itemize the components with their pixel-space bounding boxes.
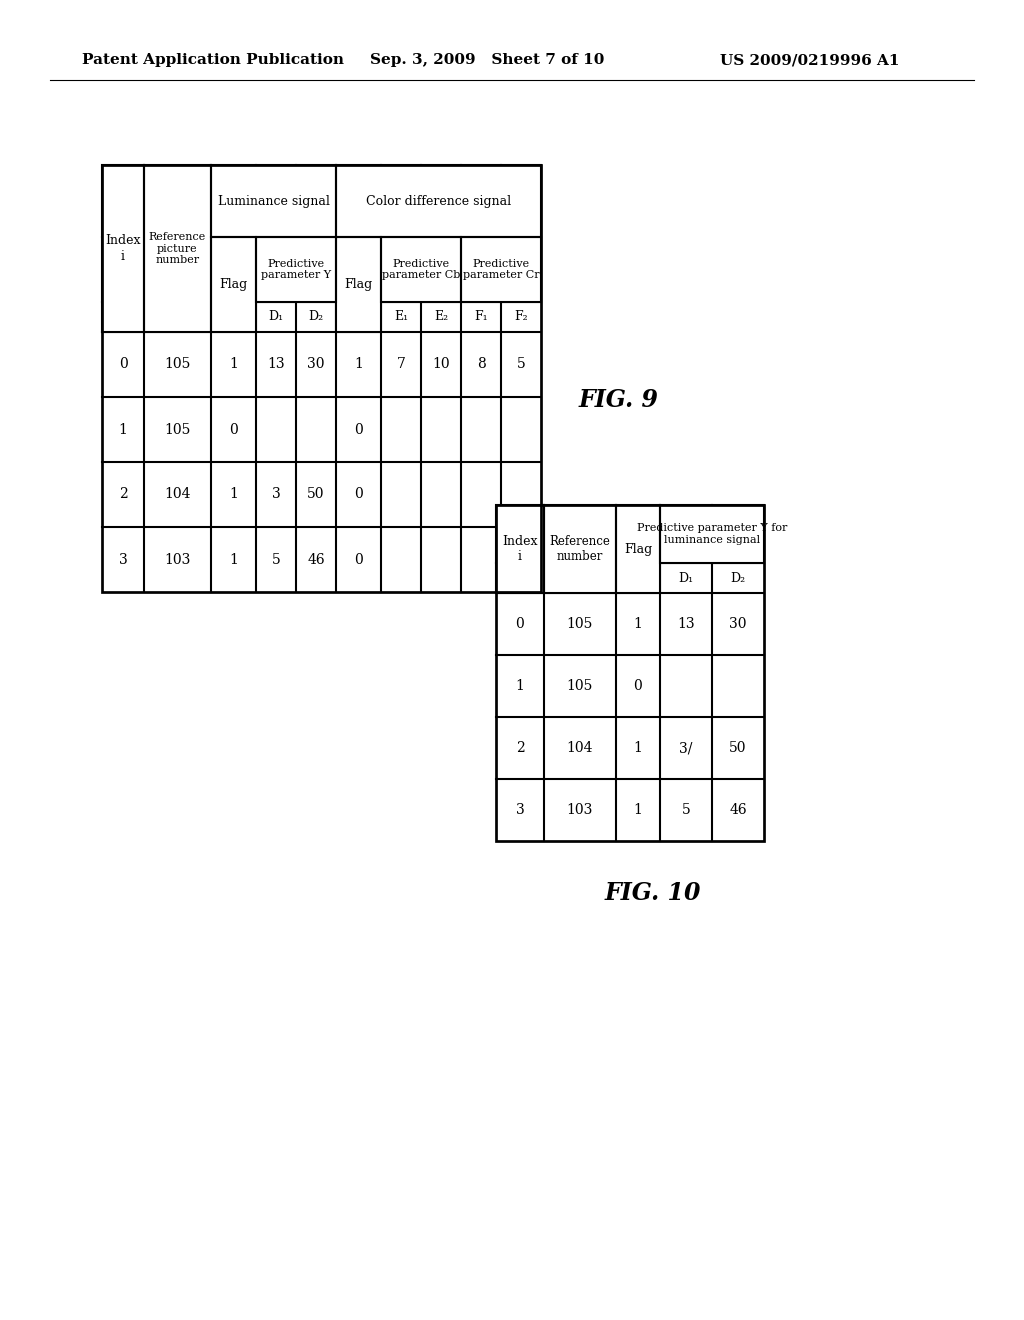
Text: F₂: F₂: [514, 310, 527, 323]
Text: Reference
number: Reference number: [550, 535, 610, 564]
Bar: [616, 506, 660, 593]
Text: E₂: E₂: [434, 310, 449, 323]
Text: 2: 2: [516, 741, 524, 755]
Text: 103: 103: [567, 803, 593, 817]
Text: 8: 8: [476, 358, 485, 371]
Text: Predictive parameter Y for
luminance signal: Predictive parameter Y for luminance sig…: [637, 523, 787, 545]
Bar: [660, 506, 764, 564]
Text: 7: 7: [396, 358, 406, 371]
Text: 0: 0: [634, 678, 642, 693]
Text: 13: 13: [267, 358, 285, 371]
Text: 3: 3: [271, 487, 281, 502]
Text: 1: 1: [515, 678, 524, 693]
Bar: [336, 165, 541, 238]
Text: 46: 46: [729, 803, 746, 817]
Bar: [544, 506, 616, 593]
Text: US 2009/0219996 A1: US 2009/0219996 A1: [720, 53, 899, 67]
Text: Flag: Flag: [624, 543, 652, 556]
Text: E₁: E₁: [394, 310, 408, 323]
Bar: [461, 238, 541, 302]
Bar: [102, 165, 541, 591]
Bar: [102, 165, 144, 333]
Text: Index
i: Index i: [502, 535, 538, 564]
Bar: [336, 238, 381, 333]
Bar: [211, 238, 256, 333]
Text: D₁: D₁: [679, 572, 693, 585]
Text: Index
i: Index i: [105, 235, 140, 263]
Text: 3: 3: [119, 553, 127, 566]
Bar: [211, 165, 336, 238]
Text: 105: 105: [567, 678, 593, 693]
Text: 105: 105: [164, 358, 190, 371]
Text: 0: 0: [354, 553, 362, 566]
Text: 104: 104: [164, 487, 190, 502]
Text: 105: 105: [164, 422, 190, 437]
Bar: [616, 506, 660, 593]
Text: 104: 104: [566, 741, 593, 755]
Text: F₁: F₁: [474, 310, 487, 323]
Text: 1: 1: [119, 422, 127, 437]
Bar: [381, 238, 461, 302]
Bar: [496, 506, 764, 841]
Text: 3: 3: [516, 803, 524, 817]
Bar: [336, 238, 381, 333]
Text: Flag: Flag: [219, 279, 248, 290]
Bar: [211, 165, 336, 238]
Bar: [660, 506, 764, 564]
Text: 50: 50: [307, 487, 325, 502]
Text: 0: 0: [119, 358, 127, 371]
Text: 1: 1: [634, 741, 642, 755]
Text: 13: 13: [677, 616, 695, 631]
Text: Predictive
parameter Cr: Predictive parameter Cr: [463, 259, 540, 280]
Text: 1: 1: [634, 803, 642, 817]
Bar: [256, 238, 336, 302]
Text: 1: 1: [634, 616, 642, 631]
Text: 1: 1: [229, 487, 238, 502]
Bar: [256, 238, 336, 302]
Bar: [381, 238, 461, 302]
Text: Color difference signal: Color difference signal: [366, 194, 511, 207]
Text: 30: 30: [729, 616, 746, 631]
Text: Predictive
parameter Y: Predictive parameter Y: [261, 259, 331, 280]
Text: 50: 50: [729, 741, 746, 755]
Bar: [102, 165, 144, 333]
Text: D₂: D₂: [308, 310, 324, 323]
Text: 105: 105: [567, 616, 593, 631]
Bar: [496, 506, 544, 593]
Text: D₁: D₁: [268, 310, 284, 323]
Text: Sep. 3, 2009   Sheet 7 of 10: Sep. 3, 2009 Sheet 7 of 10: [370, 53, 604, 67]
Text: 1: 1: [229, 358, 238, 371]
Bar: [211, 238, 256, 333]
Text: 5: 5: [682, 803, 690, 817]
Bar: [461, 238, 541, 302]
Text: 1: 1: [354, 358, 362, 371]
Text: 103: 103: [164, 553, 190, 566]
Text: Patent Application Publication: Patent Application Publication: [82, 53, 344, 67]
Text: Reference
picture
number: Reference picture number: [148, 232, 206, 265]
Text: 46: 46: [307, 553, 325, 566]
Text: 1: 1: [229, 553, 238, 566]
Text: 10: 10: [432, 358, 450, 371]
Text: FIG. 10: FIG. 10: [605, 880, 701, 906]
Text: Flag: Flag: [344, 279, 373, 290]
Text: 5: 5: [271, 553, 281, 566]
Text: 0: 0: [354, 487, 362, 502]
Text: 0: 0: [354, 422, 362, 437]
Text: Predictive
parameter Cb: Predictive parameter Cb: [382, 259, 460, 280]
Text: 0: 0: [516, 616, 524, 631]
Bar: [496, 506, 544, 593]
Text: 3/: 3/: [679, 741, 692, 755]
Text: 30: 30: [307, 358, 325, 371]
Bar: [144, 165, 211, 333]
Text: D₂: D₂: [730, 572, 745, 585]
Bar: [544, 506, 616, 593]
Text: FIG. 9: FIG. 9: [579, 388, 659, 412]
Text: 5: 5: [517, 358, 525, 371]
Text: Luminance signal: Luminance signal: [217, 194, 330, 207]
Text: 0: 0: [229, 422, 238, 437]
Bar: [336, 165, 541, 238]
Text: 2: 2: [119, 487, 127, 502]
Bar: [144, 165, 211, 333]
